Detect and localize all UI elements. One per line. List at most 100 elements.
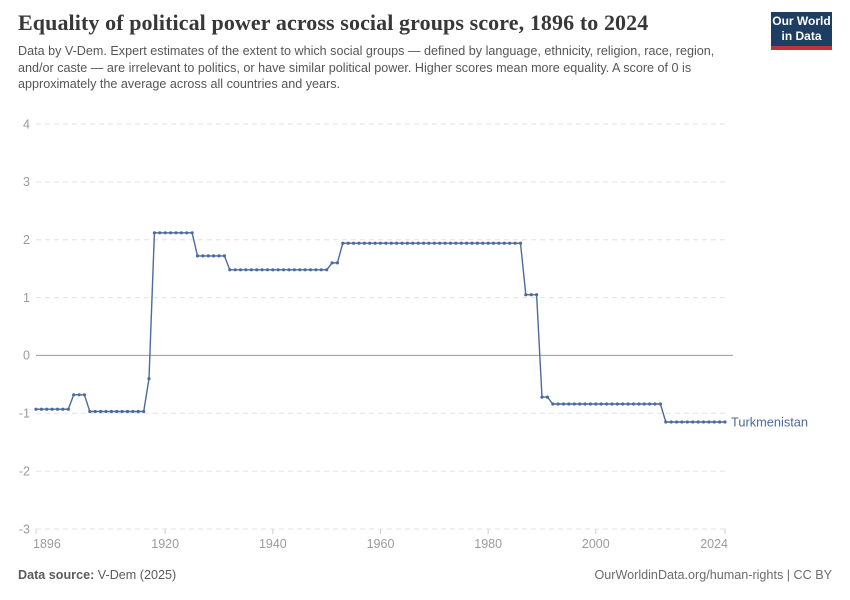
data-point[interactable]: [648, 402, 652, 406]
data-point[interactable]: [292, 268, 296, 272]
data-point[interactable]: [599, 402, 603, 406]
data-point[interactable]: [190, 231, 194, 235]
data-point[interactable]: [475, 241, 479, 245]
data-point[interactable]: [465, 241, 469, 245]
data-point[interactable]: [658, 402, 663, 406]
data-point[interactable]: [384, 241, 388, 245]
data-point[interactable]: [427, 241, 431, 245]
data-point[interactable]: [642, 402, 646, 406]
data-point[interactable]: [325, 268, 329, 272]
data-point[interactable]: [249, 268, 253, 272]
data-point[interactable]: [583, 402, 587, 406]
credit-link[interactable]: OurWorldinData.org/human-rights | CC BY: [594, 568, 832, 582]
data-point[interactable]: [443, 241, 447, 245]
data-point[interactable]: [55, 407, 60, 411]
data-point[interactable]: [405, 241, 409, 245]
data-point[interactable]: [66, 407, 70, 411]
data-point[interactable]: [314, 268, 318, 272]
data-point[interactable]: [217, 254, 221, 258]
data-point[interactable]: [39, 407, 44, 411]
data-point[interactable]: [454, 241, 458, 245]
data-point[interactable]: [185, 231, 189, 235]
data-point[interactable]: [125, 409, 130, 414]
data-point[interactable]: [271, 268, 275, 272]
data-point[interactable]: [45, 407, 49, 411]
data-point[interactable]: [158, 231, 162, 235]
data-point[interactable]: [212, 254, 216, 258]
data-point[interactable]: [99, 409, 103, 414]
data-point[interactable]: [529, 293, 533, 297]
data-point[interactable]: [50, 407, 54, 411]
data-point[interactable]: [265, 268, 270, 272]
data-point[interactable]: [72, 393, 76, 397]
data-point[interactable]: [631, 402, 636, 406]
data-point[interactable]: [491, 241, 496, 245]
data-point[interactable]: [696, 420, 700, 424]
data-point[interactable]: [438, 241, 442, 245]
data-point[interactable]: [93, 409, 97, 414]
data-point[interactable]: [330, 261, 334, 265]
owid-logo[interactable]: Our World in Data: [771, 12, 832, 50]
data-point[interactable]: [378, 241, 383, 245]
data-point[interactable]: [174, 231, 178, 235]
data-point[interactable]: [233, 268, 237, 272]
data-point[interactable]: [486, 241, 490, 245]
data-point[interactable]: [561, 402, 566, 406]
data-point[interactable]: [588, 402, 593, 406]
data-point[interactable]: [621, 402, 625, 406]
data-point[interactable]: [664, 420, 668, 424]
data-point[interactable]: [395, 241, 399, 245]
data-point[interactable]: [707, 420, 711, 424]
data-point[interactable]: [723, 420, 727, 424]
data-point[interactable]: [685, 420, 689, 424]
data-point[interactable]: [152, 231, 156, 235]
data-point[interactable]: [508, 241, 512, 245]
data-point[interactable]: [136, 409, 140, 414]
data-point[interactable]: [448, 241, 453, 245]
data-point[interactable]: [691, 420, 695, 424]
data-point[interactable]: [422, 241, 426, 245]
series-label[interactable]: Turkmenistan: [731, 414, 808, 429]
data-point[interactable]: [481, 241, 485, 245]
data-point[interactable]: [680, 420, 684, 424]
data-point[interactable]: [637, 402, 641, 406]
data-point[interactable]: [357, 241, 361, 245]
data-point[interactable]: [104, 409, 108, 414]
data-point[interactable]: [163, 231, 167, 235]
series-line[interactable]: [36, 232, 725, 423]
data-point[interactable]: [432, 241, 436, 245]
data-point[interactable]: [626, 402, 630, 406]
data-point[interactable]: [513, 241, 517, 245]
data-point[interactable]: [502, 241, 506, 245]
data-point[interactable]: [368, 241, 372, 245]
data-point[interactable]: [201, 254, 205, 258]
data-point[interactable]: [416, 241, 420, 245]
data-point[interactable]: [497, 241, 501, 245]
data-point[interactable]: [260, 268, 264, 272]
data-point[interactable]: [147, 377, 151, 381]
data-point[interactable]: [222, 254, 226, 258]
data-point[interactable]: [34, 407, 38, 411]
data-point[interactable]: [535, 293, 539, 297]
data-point[interactable]: [131, 409, 135, 414]
data-point[interactable]: [255, 268, 259, 272]
data-point[interactable]: [675, 420, 679, 424]
data-point[interactable]: [669, 420, 673, 424]
data-point[interactable]: [610, 402, 614, 406]
data-point[interactable]: [228, 268, 232, 272]
data-point[interactable]: [400, 241, 404, 245]
data-point[interactable]: [341, 241, 345, 245]
data-point[interactable]: [470, 241, 474, 245]
data-point[interactable]: [459, 241, 463, 245]
data-point[interactable]: [282, 268, 286, 272]
data-point[interactable]: [287, 268, 291, 272]
data-point[interactable]: [109, 409, 113, 414]
data-point[interactable]: [551, 402, 555, 406]
data-point[interactable]: [411, 241, 415, 245]
data-point[interactable]: [653, 402, 657, 406]
data-point[interactable]: [335, 261, 339, 265]
data-point[interactable]: [115, 409, 119, 414]
data-point[interactable]: [308, 268, 313, 272]
data-point[interactable]: [389, 241, 393, 245]
data-point[interactable]: [352, 241, 356, 245]
